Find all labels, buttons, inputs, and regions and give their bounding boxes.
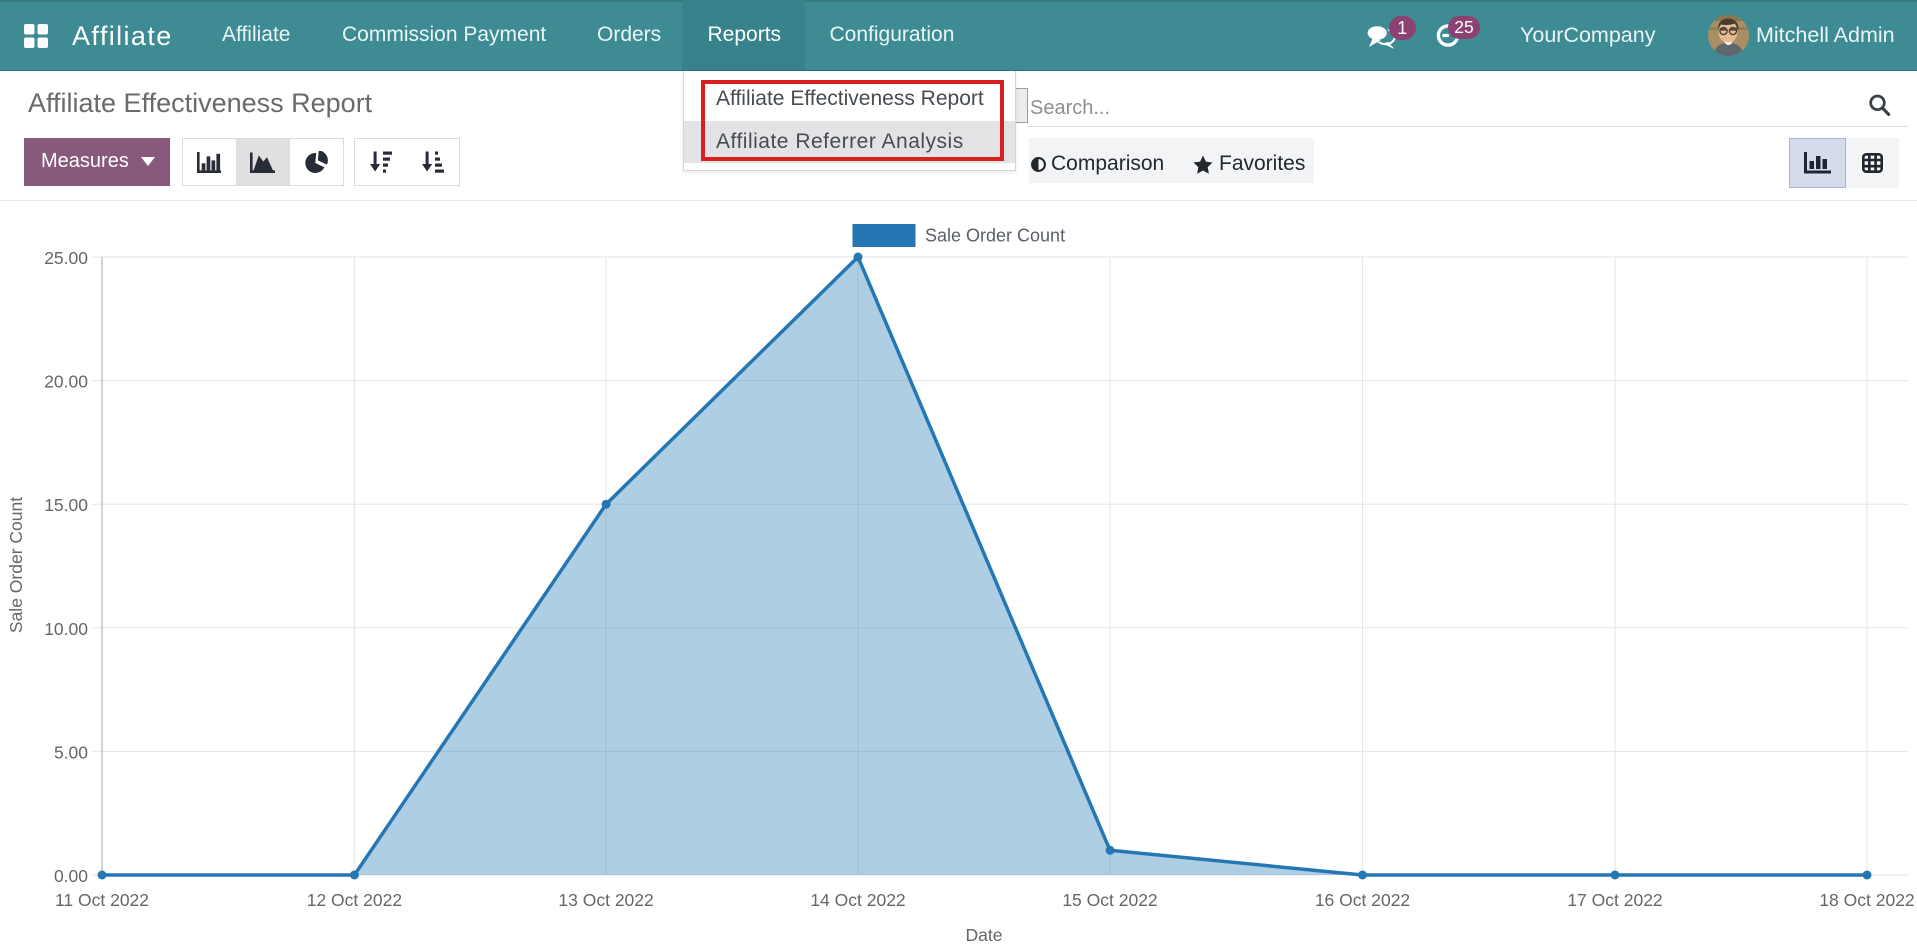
svg-text:10.00: 10.00 [44, 619, 88, 639]
svg-text:11 Oct 2022: 11 Oct 2022 [55, 890, 149, 910]
svg-text:Date: Date [966, 925, 1003, 945]
svg-text:12 Oct 2022: 12 Oct 2022 [307, 890, 402, 910]
svg-text:13 Oct 2022: 13 Oct 2022 [558, 890, 653, 910]
svg-text:25.00: 25.00 [44, 248, 88, 268]
svg-text:14 Oct 2022: 14 Oct 2022 [810, 890, 905, 910]
svg-text:17 Oct 2022: 17 Oct 2022 [1567, 890, 1662, 910]
svg-text:Sale Order Count: Sale Order Count [925, 226, 1065, 246]
svg-text:18 Oct 2022: 18 Oct 2022 [1819, 890, 1914, 910]
svg-text:0.00: 0.00 [54, 866, 88, 886]
svg-text:5.00: 5.00 [54, 742, 88, 762]
svg-text:16 Oct 2022: 16 Oct 2022 [1315, 890, 1410, 910]
svg-text:20.00: 20.00 [44, 372, 88, 392]
svg-text:Sale Order Count: Sale Order Count [6, 497, 26, 633]
svg-text:15 Oct 2022: 15 Oct 2022 [1062, 890, 1157, 910]
svg-text:15.00: 15.00 [44, 495, 88, 515]
